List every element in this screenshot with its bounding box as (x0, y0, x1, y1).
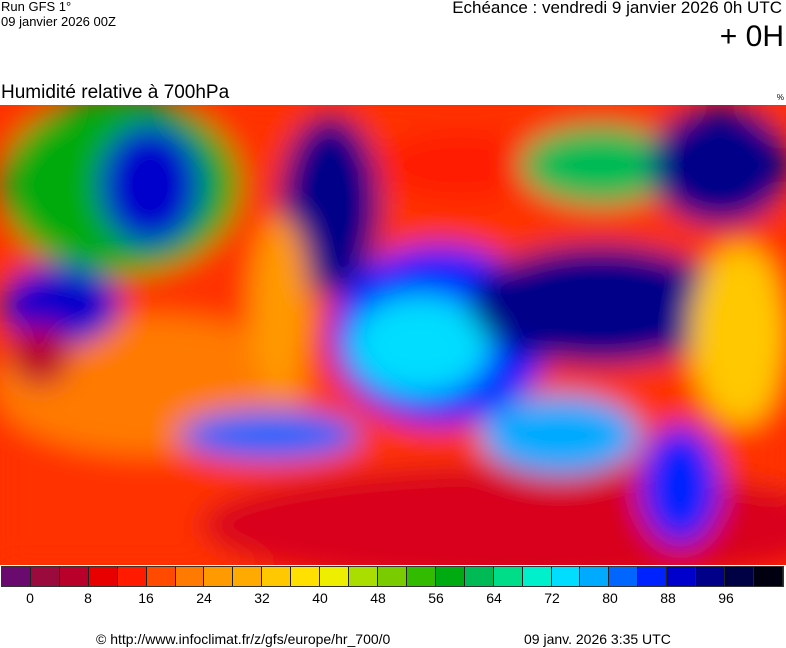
tick-label: 32 (254, 590, 270, 606)
color-swatch (522, 567, 552, 586)
humidity-map[interactable] (0, 105, 786, 565)
lead-time: + 0H (719, 20, 784, 53)
color-swatch (638, 567, 668, 586)
color-swatch (551, 567, 581, 586)
run-info: Run GFS 1° 09 janvier 2026 00Z (1, 0, 116, 29)
tick-label: 56 (428, 590, 444, 606)
tick-label: 16 (138, 590, 154, 606)
color-swatch (464, 567, 494, 586)
color-swatch (175, 567, 205, 586)
tick-label: 8 (84, 590, 92, 606)
color-swatch (233, 567, 263, 586)
run-label: Run GFS 1° (1, 0, 72, 14)
color-swatch (667, 567, 697, 586)
color-scale (1, 566, 784, 587)
tick-label: 88 (660, 590, 676, 606)
color-swatch (30, 567, 60, 586)
color-swatch (88, 567, 118, 586)
generated-time: 09 janv. 2026 3:35 UTC (524, 631, 671, 647)
tick-label: 64 (486, 590, 502, 606)
color-swatch (59, 567, 89, 586)
color-swatch (262, 567, 292, 586)
tick-label: 0 (26, 590, 34, 606)
forecast-time: Echéance : vendredi 9 janvier 2026 0h UT… (452, 0, 782, 17)
color-swatch (349, 567, 378, 586)
color-swatch (320, 567, 350, 586)
tick-label: 24 (196, 590, 212, 606)
tick-label: 72 (544, 590, 560, 606)
copyright-url: © http://www.infoclimat.fr/z/gfs/europe/… (96, 631, 391, 647)
color-swatch (204, 567, 234, 586)
tick-label: 40 (312, 590, 328, 606)
color-swatch (377, 567, 407, 586)
color-swatch (291, 567, 321, 586)
color-swatch (406, 567, 436, 586)
tick-label: 96 (718, 590, 734, 606)
color-swatch (2, 567, 31, 586)
map-title: Humidité relative à 700hPa (1, 82, 230, 103)
color-swatch (146, 567, 176, 586)
color-swatch (609, 567, 639, 586)
color-swatch (435, 567, 465, 586)
color-swatch (753, 567, 783, 586)
color-swatch (493, 567, 523, 586)
humidity-field (0, 105, 786, 565)
color-swatch (117, 567, 147, 586)
run-date: 09 janvier 2026 00Z (1, 14, 116, 29)
color-swatch (696, 567, 726, 586)
tick-label: 80 (602, 590, 618, 606)
tick-label: 48 (370, 590, 386, 606)
color-swatch (725, 567, 754, 586)
color-swatch (580, 567, 610, 586)
color-scale-ticks: 0 8 16 24 32 40 48 56 64 72 80 88 96 (0, 590, 786, 610)
unit-label: % (776, 93, 784, 102)
